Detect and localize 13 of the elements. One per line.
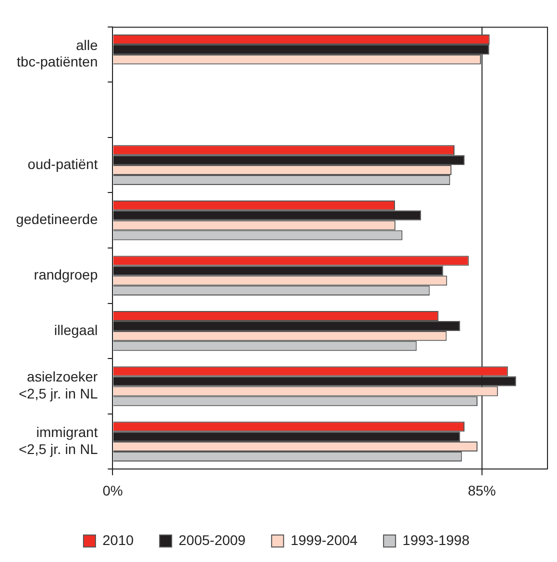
legend-label: 1999-2004 <box>290 532 358 548</box>
y-tick-label: randgroep <box>34 266 98 283</box>
legend-label: 2010 <box>102 532 134 548</box>
x-tick-label: 85% <box>468 482 496 498</box>
y-tick-label: oud-patiënt <box>28 156 98 172</box>
legend-label: 1993-1998 <box>402 532 470 548</box>
y-tick-label: gedetineerde <box>16 211 98 228</box>
x-tick-label: 0% <box>102 482 123 498</box>
y-tick-label: asielzoeker <2,5 jr. in NL <box>18 368 98 402</box>
legend-label: 2005-2009 <box>178 532 246 548</box>
y-tick-label: alle tbc-patiënten <box>16 36 98 70</box>
y-tick-label: immigrant <2,5 jr. in NL <box>18 424 98 457</box>
y-tick-label: illegaal <box>54 322 98 338</box>
